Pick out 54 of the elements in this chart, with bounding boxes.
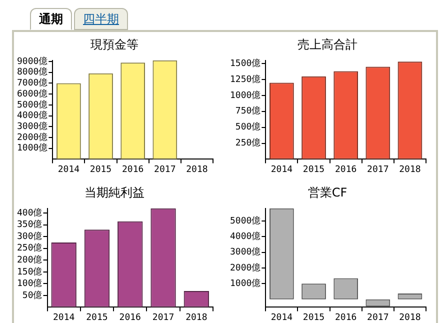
y-tick-label: 9000億 <box>16 56 48 67</box>
y-tick-label: 150億 <box>16 266 42 278</box>
x-tick-label: 2015 <box>302 312 325 323</box>
y-tick-label: 5000億 <box>230 215 261 226</box>
chart-title: 売上高合計 <box>298 37 358 52</box>
x-tick-label: 2014 <box>58 164 80 175</box>
y-tick-label: 4000億 <box>16 110 48 122</box>
y-tick-label: 500億 <box>235 122 261 133</box>
y-tick-label: 750億 <box>235 106 261 117</box>
x-tick-label: 2017 <box>367 312 389 323</box>
x-tick-label: 2015 <box>302 164 325 175</box>
x-tick-label: 2018 <box>399 164 421 175</box>
y-tick-label: 8000億 <box>16 66 48 78</box>
y-tick-label: 2000億 <box>230 262 261 274</box>
x-tick-label: 2015 <box>86 312 108 323</box>
x-tick-label: 2016 <box>119 312 141 323</box>
x-tick-label: 2017 <box>152 312 174 323</box>
y-tick-label: 6000億 <box>16 88 48 100</box>
y-tick-label: 1500億 <box>230 58 261 69</box>
y-tick-label: 50億 <box>22 290 42 301</box>
y-tick-label: 3000億 <box>230 246 261 258</box>
y-tick-label: 250億 <box>235 138 261 149</box>
y-tick-label: 1000億 <box>230 90 261 101</box>
y-tick-label: 350億 <box>16 219 42 230</box>
x-tick-label: 2014 <box>52 312 75 323</box>
y-tick-label: 4000億 <box>230 230 261 242</box>
x-tick-label: 2016 <box>122 164 144 175</box>
x-tick-label: 2014 <box>270 312 293 323</box>
y-tick-label: 7000億 <box>16 78 48 89</box>
y-tick-label: 3000億 <box>16 120 48 132</box>
x-tick-label: 2018 <box>186 312 208 323</box>
y-tick-label: 100億 <box>16 278 42 290</box>
x-tick-label: 2014 <box>270 164 293 175</box>
chart-title: 営業CF <box>308 185 348 200</box>
chart-title: 当期純利益 <box>84 185 144 200</box>
x-tick-label: 2015 <box>90 164 112 175</box>
y-tick-label: 1000億 <box>16 142 48 154</box>
text: 四半期 <box>74 8 128 30</box>
x-tick-label: 2018 <box>186 164 208 175</box>
x-tick-label: 2016 <box>334 312 357 323</box>
y-tick-label: 250億 <box>16 242 42 254</box>
x-tick-label: 2018 <box>399 312 421 323</box>
y-tick-label: 300億 <box>16 230 42 242</box>
chart-title: 現預金等 <box>90 37 138 52</box>
y-tick-label: 1000億 <box>230 278 261 290</box>
y-tick-label: 2000億 <box>16 132 48 143</box>
x-tick-label: 2016 <box>334 164 357 175</box>
text: 通期 <box>30 8 72 30</box>
y-tick-label: 400億 <box>16 207 42 218</box>
y-tick-label: 200億 <box>16 254 42 266</box>
y-tick-label: 1250億 <box>230 74 261 85</box>
x-tick-label: 2017 <box>367 164 389 175</box>
y-tick-label: 5000億 <box>16 99 48 110</box>
x-tick-label: 2017 <box>154 164 176 175</box>
